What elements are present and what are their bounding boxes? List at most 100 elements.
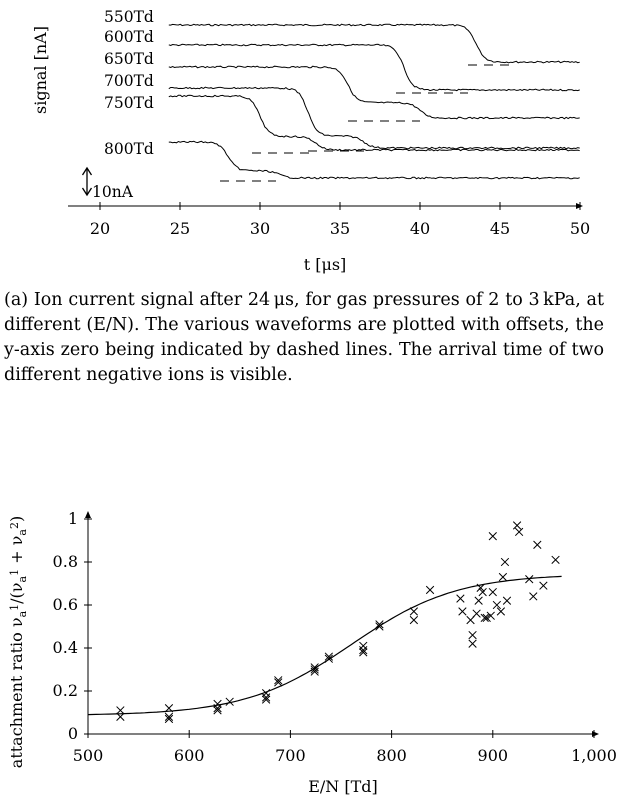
data-point [409,615,419,625]
waveform-traces [168,23,580,180]
data-point [261,693,271,702]
data-point [164,712,174,721]
y-axis-label: signal [nA] [31,26,50,114]
data-points [116,521,560,724]
trace-label: 600Td [104,28,154,46]
y-tick-label: 1 [68,509,78,528]
y-axis-arrow [85,511,91,518]
data-point [359,641,368,651]
scale-bar: 10nA [81,166,134,201]
data-point [425,585,435,595]
data-point [551,555,560,565]
data-point [472,609,481,618]
data-point [324,652,334,661]
data-point [310,667,319,676]
x-axis-arrow [592,731,599,737]
data-point [261,688,271,698]
y-tick-label: 0.2 [53,681,78,700]
data-point [359,645,368,655]
data-point [480,613,489,623]
trace-label: 750Td [104,94,154,112]
data-point [468,639,477,648]
x-tick-label: 50 [570,219,590,238]
scale-bar-label: 10nA [92,183,134,201]
data-point [324,654,334,663]
trace-label: 700Td [104,72,154,90]
data-point [375,622,384,631]
data-point [492,600,502,610]
data-point [458,607,467,616]
data-point [310,665,319,674]
x-tick-label: 20 [90,219,110,238]
y-tick-label: 0.8 [53,552,78,571]
x-tick-label: 900 [478,746,509,765]
x-tick-label: 25 [170,219,190,238]
data-point [164,714,174,724]
data-point [213,699,222,709]
x-tick-label: 600 [174,746,205,765]
data-point [514,527,524,537]
data-point [213,706,222,715]
waveform-trace [168,23,580,64]
data-point [116,706,125,715]
data-point [274,678,283,687]
data-point [529,592,538,601]
axis-ticks: 500 600 700 800 900 1,000 0 0.2 0.4 0.6 0.8 1 [53,509,617,765]
data-point [116,712,125,721]
data-point [488,532,497,541]
data-point [539,581,548,590]
data-point [310,663,319,672]
data-point [482,613,491,623]
x-tick-label: 800 [376,746,407,765]
waveform-trace [168,94,580,152]
x-tick-label: 45 [490,219,510,238]
data-point [225,697,234,706]
fit-curve [87,575,562,716]
trace-label: 650Td [104,50,154,68]
trace-labels: 550Td 600Td 650Td 700Td 750Td 800Td [104,8,154,158]
data-point [525,575,534,584]
data-point [488,587,497,597]
x-tick-label: 30 [250,219,270,238]
data-point [213,704,222,713]
data-point [500,557,510,567]
waveform-trace [168,140,580,180]
y-tick-label: 0.6 [53,595,78,614]
x-tick-label: 500 [73,746,104,765]
trace-label: 800Td [104,140,154,158]
x-axis-label: E/N [Td] [308,777,378,796]
waveform-trace [168,65,580,120]
x-tick-label: 35 [330,219,350,238]
x-tick-label: 40 [410,219,430,238]
data-point [456,594,465,603]
x-tick-label: 700 [275,746,306,765]
x-axis-ticks: 20 25 30 35 40 45 50 [90,202,590,238]
figure-a-caption: (a) Ion current signal after 24 μs, for … [4,290,604,385]
data-point [512,521,522,530]
waveform-trace [168,43,580,92]
data-point [498,572,508,582]
y-tick-label: 0.4 [53,638,78,657]
data-point [375,620,384,629]
y-axis-label: attachment ratio νa1/(νa1 + νa2) [7,516,29,768]
data-point [533,540,542,549]
data-point [468,630,477,640]
y-tick-label: 0 [68,724,78,743]
x-axis-label: t [μs] [304,255,347,274]
data-point [486,611,495,620]
x-tick-label: 1,000 [571,746,617,765]
data-point [261,695,271,704]
data-point [478,587,487,597]
data-point [496,607,506,616]
data-point [164,704,174,713]
zero-lines [220,64,516,182]
data-point [274,676,283,685]
waveform-trace [168,86,580,150]
data-point [476,583,485,592]
waveform-chart: 550Td 600Td 650Td 700Td 750Td 800Td 10nA 20 25… [31,8,590,274]
data-point [359,648,368,657]
data-point [502,596,512,605]
data-point [409,607,419,616]
data-point [474,596,483,605]
attachment-ratio-chart: 500 600 700 800 900 1,000 0 0.2 0.4 0.6 0.8 1 E/N [… [7,509,617,796]
